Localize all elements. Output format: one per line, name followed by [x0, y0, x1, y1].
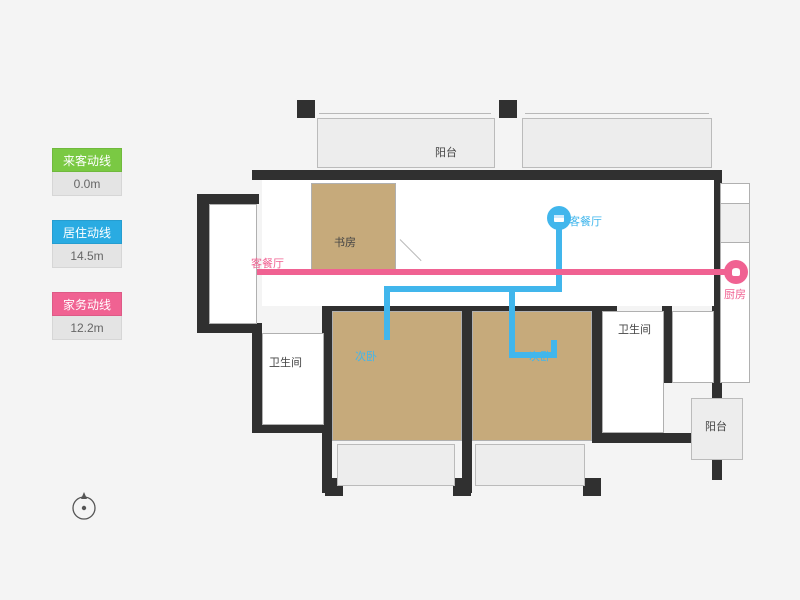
node-blue-icon — [547, 206, 571, 230]
path-blue-v2 — [556, 220, 562, 292]
corridor-right-2 — [720, 203, 750, 243]
legend-chore-value: 12.2m — [52, 316, 122, 340]
path-blue-label: 客餐厅 — [569, 213, 602, 229]
wall-left — [197, 200, 209, 330]
node-pink-icon — [724, 260, 748, 284]
label-bath-right: 卫生间 — [618, 321, 651, 337]
balcony-bl-shade — [337, 444, 455, 486]
wall-mid-left — [197, 323, 259, 333]
column-br — [583, 478, 601, 496]
balcony-bm-shade — [475, 444, 585, 486]
path-bed-left-label: 次卧 — [355, 348, 377, 364]
path-start-label: 客餐厅 — [251, 255, 284, 271]
room-bed-right — [472, 311, 592, 441]
legend-living-value: 14.5m — [52, 244, 122, 268]
path-pink-h — [257, 269, 735, 275]
column-bm — [453, 478, 471, 496]
legend-living: 居住动线 14.5m — [52, 220, 122, 268]
legend-visitor-value: 0.0m — [52, 172, 122, 196]
compass-icon — [68, 490, 100, 522]
wall-bed-div-mid — [462, 303, 472, 493]
legend: 来客动线 0.0m 居住动线 14.5m 家务动线 12.2m — [52, 148, 122, 364]
wall-top — [252, 170, 722, 180]
label-bath-left: 卫生间 — [269, 354, 302, 370]
column-tl — [297, 100, 315, 118]
room-study — [311, 183, 396, 271]
balcony-top-r-shade — [522, 118, 712, 168]
wall-bath-right-l — [592, 303, 602, 443]
balcony-top-shade — [317, 118, 495, 168]
wall-top-left — [197, 194, 259, 204]
path-blue-h1 — [384, 286, 562, 292]
path-blue-v3 — [509, 286, 515, 358]
legend-living-label: 居住动线 — [52, 220, 122, 244]
legend-chore: 家务动线 12.2m — [52, 292, 122, 340]
room-bath-left — [262, 333, 324, 425]
legend-chore-label: 家务动线 — [52, 292, 122, 316]
room-bath-right-annex — [672, 311, 714, 383]
path-blue-v4 — [551, 340, 557, 358]
label-balcony-top: 阳台 — [435, 144, 457, 160]
label-study: 书房 — [334, 234, 356, 250]
room-bed-left — [332, 311, 462, 441]
legend-visitor: 来客动线 0.0m — [52, 148, 122, 196]
path-pink-label: 厨房 — [724, 286, 746, 302]
column-tm — [499, 100, 517, 118]
window-top-l — [319, 113, 491, 114]
path-bed-right-label: 次卧 — [529, 348, 551, 364]
label-balcony-br: 阳台 — [705, 418, 727, 434]
window-top-r — [525, 113, 709, 114]
wall-bath-left — [252, 323, 262, 433]
floorplan: 阳台 书房 卫生间 卫生间 阳台 客餐厅 客餐厅 厨房 次卧 次卧 — [197, 108, 757, 488]
legend-visitor-label: 来客动线 — [52, 148, 122, 172]
path-blue-v1 — [384, 286, 390, 340]
room-entry — [209, 204, 257, 324]
